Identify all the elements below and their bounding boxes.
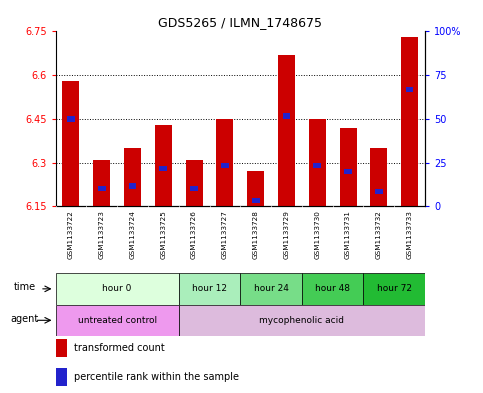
- Bar: [216, 119, 233, 206]
- Text: untreated control: untreated control: [78, 316, 156, 325]
- Text: GSM1133728: GSM1133728: [253, 210, 259, 259]
- Bar: [93, 160, 110, 206]
- Bar: [128, 183, 136, 189]
- Text: hour 0: hour 0: [102, 285, 132, 293]
- Bar: [159, 166, 167, 171]
- Bar: [364, 273, 425, 305]
- Bar: [406, 87, 413, 92]
- Bar: [56, 273, 179, 305]
- Text: agent: agent: [10, 314, 38, 324]
- Bar: [67, 116, 75, 121]
- Bar: [340, 128, 356, 206]
- Bar: [344, 169, 352, 174]
- Bar: [252, 198, 259, 203]
- Text: mycophenolic acid: mycophenolic acid: [259, 316, 344, 325]
- Bar: [370, 148, 387, 206]
- Text: GSM1133727: GSM1133727: [222, 210, 228, 259]
- Bar: [302, 273, 364, 305]
- Title: GDS5265 / ILMN_1748675: GDS5265 / ILMN_1748675: [158, 16, 322, 29]
- Bar: [241, 273, 302, 305]
- Text: GSM1133732: GSM1133732: [376, 210, 382, 259]
- Bar: [313, 163, 321, 168]
- Bar: [56, 305, 179, 336]
- Text: GSM1133731: GSM1133731: [345, 210, 351, 259]
- Text: GSM1133722: GSM1133722: [68, 210, 74, 259]
- Text: hour 24: hour 24: [254, 285, 288, 293]
- Bar: [98, 186, 106, 191]
- Text: GSM1133729: GSM1133729: [284, 210, 289, 259]
- Text: GSM1133723: GSM1133723: [99, 210, 105, 259]
- Text: GSM1133724: GSM1133724: [129, 210, 136, 259]
- Text: time: time: [14, 282, 36, 292]
- Bar: [179, 273, 240, 305]
- Bar: [190, 186, 198, 191]
- Bar: [62, 81, 79, 206]
- Text: hour 12: hour 12: [192, 285, 227, 293]
- Text: hour 48: hour 48: [315, 285, 350, 293]
- Bar: [375, 189, 383, 195]
- Text: percentile rank within the sample: percentile rank within the sample: [74, 372, 239, 382]
- Text: hour 72: hour 72: [377, 285, 412, 293]
- Text: GSM1133726: GSM1133726: [191, 210, 197, 259]
- Bar: [278, 55, 295, 206]
- Text: GSM1133733: GSM1133733: [407, 210, 412, 259]
- Bar: [179, 305, 425, 336]
- Bar: [185, 160, 202, 206]
- Bar: [124, 148, 141, 206]
- Bar: [247, 171, 264, 206]
- Bar: [283, 113, 290, 119]
- Bar: [56, 368, 67, 386]
- Bar: [155, 125, 172, 206]
- Bar: [56, 339, 67, 357]
- Text: transformed count: transformed count: [74, 343, 165, 353]
- Bar: [309, 119, 326, 206]
- Bar: [401, 37, 418, 206]
- Text: GSM1133730: GSM1133730: [314, 210, 320, 259]
- Text: GSM1133725: GSM1133725: [160, 210, 166, 259]
- Bar: [221, 163, 229, 168]
